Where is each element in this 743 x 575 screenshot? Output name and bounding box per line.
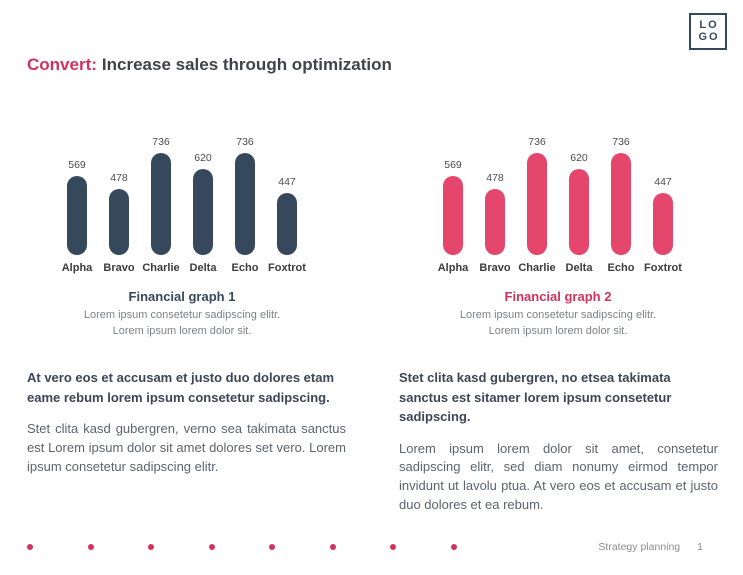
chart-column-charlie: 736 bbox=[140, 136, 182, 255]
footer-dot-row bbox=[27, 544, 457, 550]
footer-dot bbox=[390, 544, 396, 550]
page-title: Convert: Increase sales through optimizat… bbox=[27, 55, 392, 75]
bar-charlie bbox=[151, 153, 171, 255]
chart-subtitle-line: Lorem ipsum consetetur sadipscing elitr. bbox=[83, 309, 281, 321]
chart-column-echo: 736 bbox=[224, 136, 266, 255]
bar-delta bbox=[569, 169, 589, 255]
page-title-text: Increase sales through optimization bbox=[101, 55, 392, 74]
chart-column-bravo: 478 bbox=[474, 172, 516, 255]
bar-charlie bbox=[527, 153, 547, 255]
bar-chart-financial-1: 569 478 736 620 736 447 Alpha Bravo Charlie Delt… bbox=[56, 131, 308, 340]
chart-plot: 569 478 736 620 736 447 bbox=[56, 131, 308, 255]
category-label: Echo bbox=[231, 262, 259, 274]
footer-meta: Strategy planning 1 bbox=[598, 541, 703, 553]
bar-value-label: 447 bbox=[278, 176, 296, 188]
chart-subtitle-line: Lorem ipsum lorem dolor sit. bbox=[112, 324, 252, 337]
page-title-accent: Convert: bbox=[27, 55, 97, 74]
bar-alpha bbox=[67, 176, 87, 255]
category-label: Alpha bbox=[437, 262, 469, 274]
bar-value-label: 736 bbox=[528, 136, 546, 148]
chart-title: Financial graph 2 bbox=[504, 289, 612, 304]
bar-echo bbox=[235, 153, 255, 255]
bar-value-label: 569 bbox=[444, 159, 462, 171]
chart-column-alpha: 569 bbox=[56, 159, 98, 255]
chart-title: Financial graph 1 bbox=[128, 289, 236, 304]
footer-dot bbox=[87, 544, 94, 550]
page-number: 1 bbox=[697, 541, 703, 553]
chart-subtitle: Lorem ipsum consetetur sadipscing elitr.… bbox=[56, 308, 308, 340]
chart-subtitle-line: Lorem ipsum consetetur sadipscing elitr. bbox=[459, 309, 657, 321]
footer-dot bbox=[208, 544, 215, 550]
footer-dot bbox=[450, 544, 457, 550]
bar-value-label: 478 bbox=[486, 172, 504, 184]
text-section-right: Stet clita kasd gubergren, no etsea taki… bbox=[399, 368, 718, 515]
category-label: Charlie bbox=[518, 262, 556, 274]
category-label: Echo bbox=[607, 262, 635, 274]
category-label: Bravo bbox=[103, 262, 135, 274]
category-label: Bravo bbox=[479, 262, 511, 274]
bar-alpha bbox=[443, 176, 463, 255]
chart-column-foxtrot: 447 bbox=[266, 176, 308, 255]
logo: LO GO bbox=[689, 13, 727, 50]
text-section-left: At vero eos et accusam et justo duo dolo… bbox=[27, 368, 346, 477]
section-heading: At vero eos et accusam et justo duo dolo… bbox=[27, 370, 335, 405]
footer-dot bbox=[269, 544, 275, 550]
chart-column-foxtrot: 447 bbox=[642, 176, 684, 255]
bar-value-label: 736 bbox=[236, 136, 254, 148]
chart-category-axis: Alpha Bravo Charlie Delta Echo Foxtrot bbox=[432, 262, 684, 274]
footer-label: Strategy planning bbox=[598, 541, 681, 553]
logo-line-2: GO bbox=[698, 30, 720, 43]
bar-value-label: 447 bbox=[654, 176, 672, 188]
footer-dot bbox=[148, 544, 154, 550]
bar-value-label: 620 bbox=[194, 152, 212, 164]
category-label: Alpha bbox=[61, 262, 93, 274]
chart-caption: Financial graph 1 Lorem ipsum consetetur… bbox=[56, 289, 308, 340]
footer-dot bbox=[329, 544, 336, 550]
bar-value-label: 478 bbox=[110, 172, 128, 184]
bar-bravo bbox=[109, 189, 129, 255]
bar-value-label: 736 bbox=[152, 136, 170, 148]
footer-dot bbox=[27, 544, 33, 550]
bar-delta bbox=[193, 169, 213, 255]
bar-foxtrot bbox=[653, 193, 673, 255]
section-body: Stet clita kasd gubergren, verno sea tak… bbox=[27, 421, 346, 474]
category-label: Foxtrot bbox=[644, 262, 682, 274]
category-label: Delta bbox=[189, 262, 217, 274]
bar-value-label: 569 bbox=[68, 159, 86, 171]
chart-column-bravo: 478 bbox=[98, 172, 140, 255]
category-label: Delta bbox=[565, 262, 593, 274]
bar-foxtrot bbox=[277, 193, 297, 255]
chart-category-axis: Alpha Bravo Charlie Delta Echo Foxtrot bbox=[56, 262, 308, 274]
bar-value-label: 736 bbox=[612, 136, 630, 148]
bar-echo bbox=[611, 153, 631, 255]
chart-column-delta: 620 bbox=[182, 152, 224, 255]
category-label: Foxtrot bbox=[268, 262, 306, 274]
chart-subtitle: Lorem ipsum consetetur sadipscing elitr.… bbox=[432, 308, 684, 340]
category-label: Charlie bbox=[142, 262, 180, 274]
bar-chart-financial-2: 569 478 736 620 736 447 Alpha Bravo Charlie Delt… bbox=[432, 131, 684, 340]
chart-plot: 569 478 736 620 736 447 bbox=[432, 131, 684, 255]
section-body: Lorem ipsum lorem dolor sit amet, conset… bbox=[399, 440, 718, 513]
chart-subtitle-line: Lorem ipsum lorem dolor sit. bbox=[488, 324, 628, 337]
section-heading: Stet clita kasd gubergren, no etsea taki… bbox=[399, 370, 672, 424]
bar-value-label: 620 bbox=[570, 152, 588, 164]
chart-column-charlie: 736 bbox=[516, 136, 558, 255]
chart-column-echo: 736 bbox=[600, 136, 642, 255]
bar-bravo bbox=[485, 189, 505, 255]
chart-column-alpha: 569 bbox=[432, 159, 474, 255]
chart-column-delta: 620 bbox=[558, 152, 600, 255]
logo-line-1: LO bbox=[699, 18, 719, 31]
chart-caption: Financial graph 2 Lorem ipsum consetetur… bbox=[432, 289, 684, 340]
